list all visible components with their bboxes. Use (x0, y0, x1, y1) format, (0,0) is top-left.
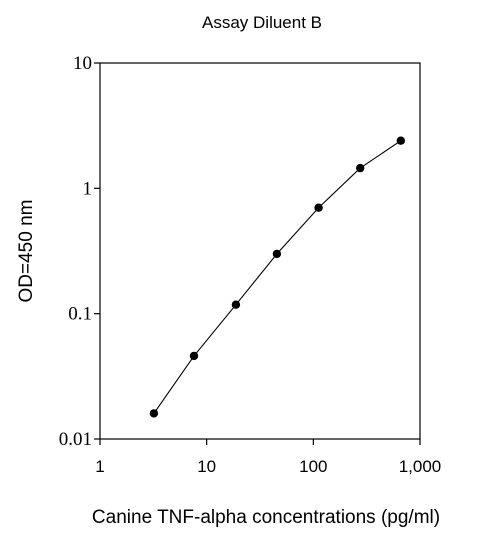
y-tick-label: 0.1 (68, 304, 92, 325)
y-tick-label: 1 (83, 178, 93, 199)
data-point (189, 351, 199, 361)
y-axis-title: OD=450 nm (16, 200, 37, 303)
data-point (149, 409, 159, 418)
y-axis-ticks: 0.01 0.1 1 10 (59, 53, 100, 450)
x-tick-label: 10 (197, 457, 216, 476)
data-point (314, 203, 323, 212)
y-tick-label: 0.01 (59, 429, 92, 450)
data-point (272, 249, 282, 259)
data-point (356, 163, 365, 173)
data-point (396, 136, 405, 145)
data-point (231, 300, 241, 309)
x-axis-ticks: 1 10 100 1,000 (95, 439, 441, 476)
series-points (149, 136, 405, 418)
chart-title: Assay Diluent B (202, 13, 322, 32)
plot-area-frame (99, 62, 421, 440)
series-line (153, 140, 402, 414)
x-tick-label: 1 (95, 457, 104, 476)
x-tick-label: 100 (299, 457, 327, 476)
y-tick-label: 10 (73, 53, 92, 74)
x-tick-label: 1,000 (399, 457, 442, 476)
x-axis-title: Canine TNF-alpha concentrations (pg/ml) (92, 507, 440, 528)
